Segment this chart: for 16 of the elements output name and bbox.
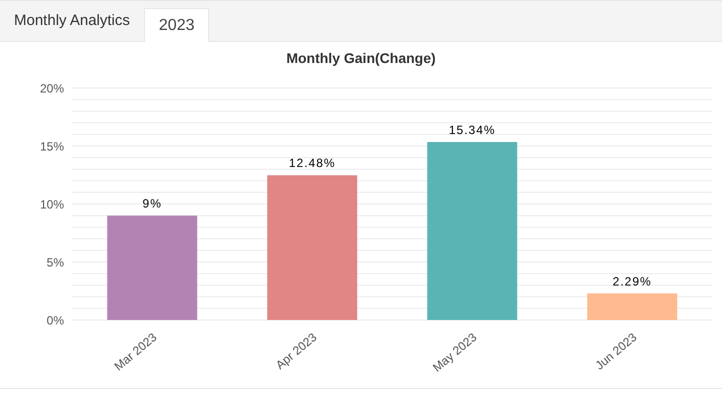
y-tick-label: 0% [46,313,64,328]
data-label: 2.29% [612,274,652,288]
y-tick-label: 5% [46,255,64,270]
chart-title: Monthly Gain(Change) [285,50,437,66]
bar [107,216,198,320]
text: Monthly Analytics [13,11,131,31]
data-label: 9% [142,196,162,211]
data-label: 15.34% [448,123,496,138]
y-tick-label: 10% [40,197,64,212]
bar [267,175,358,320]
bar [587,293,678,320]
data-label: 12.48% [288,156,336,170]
bar [427,142,518,320]
y-tick-label: 20% [40,81,64,96]
y-tick-label: 15% [40,139,64,154]
text: 2023 [144,8,210,42]
